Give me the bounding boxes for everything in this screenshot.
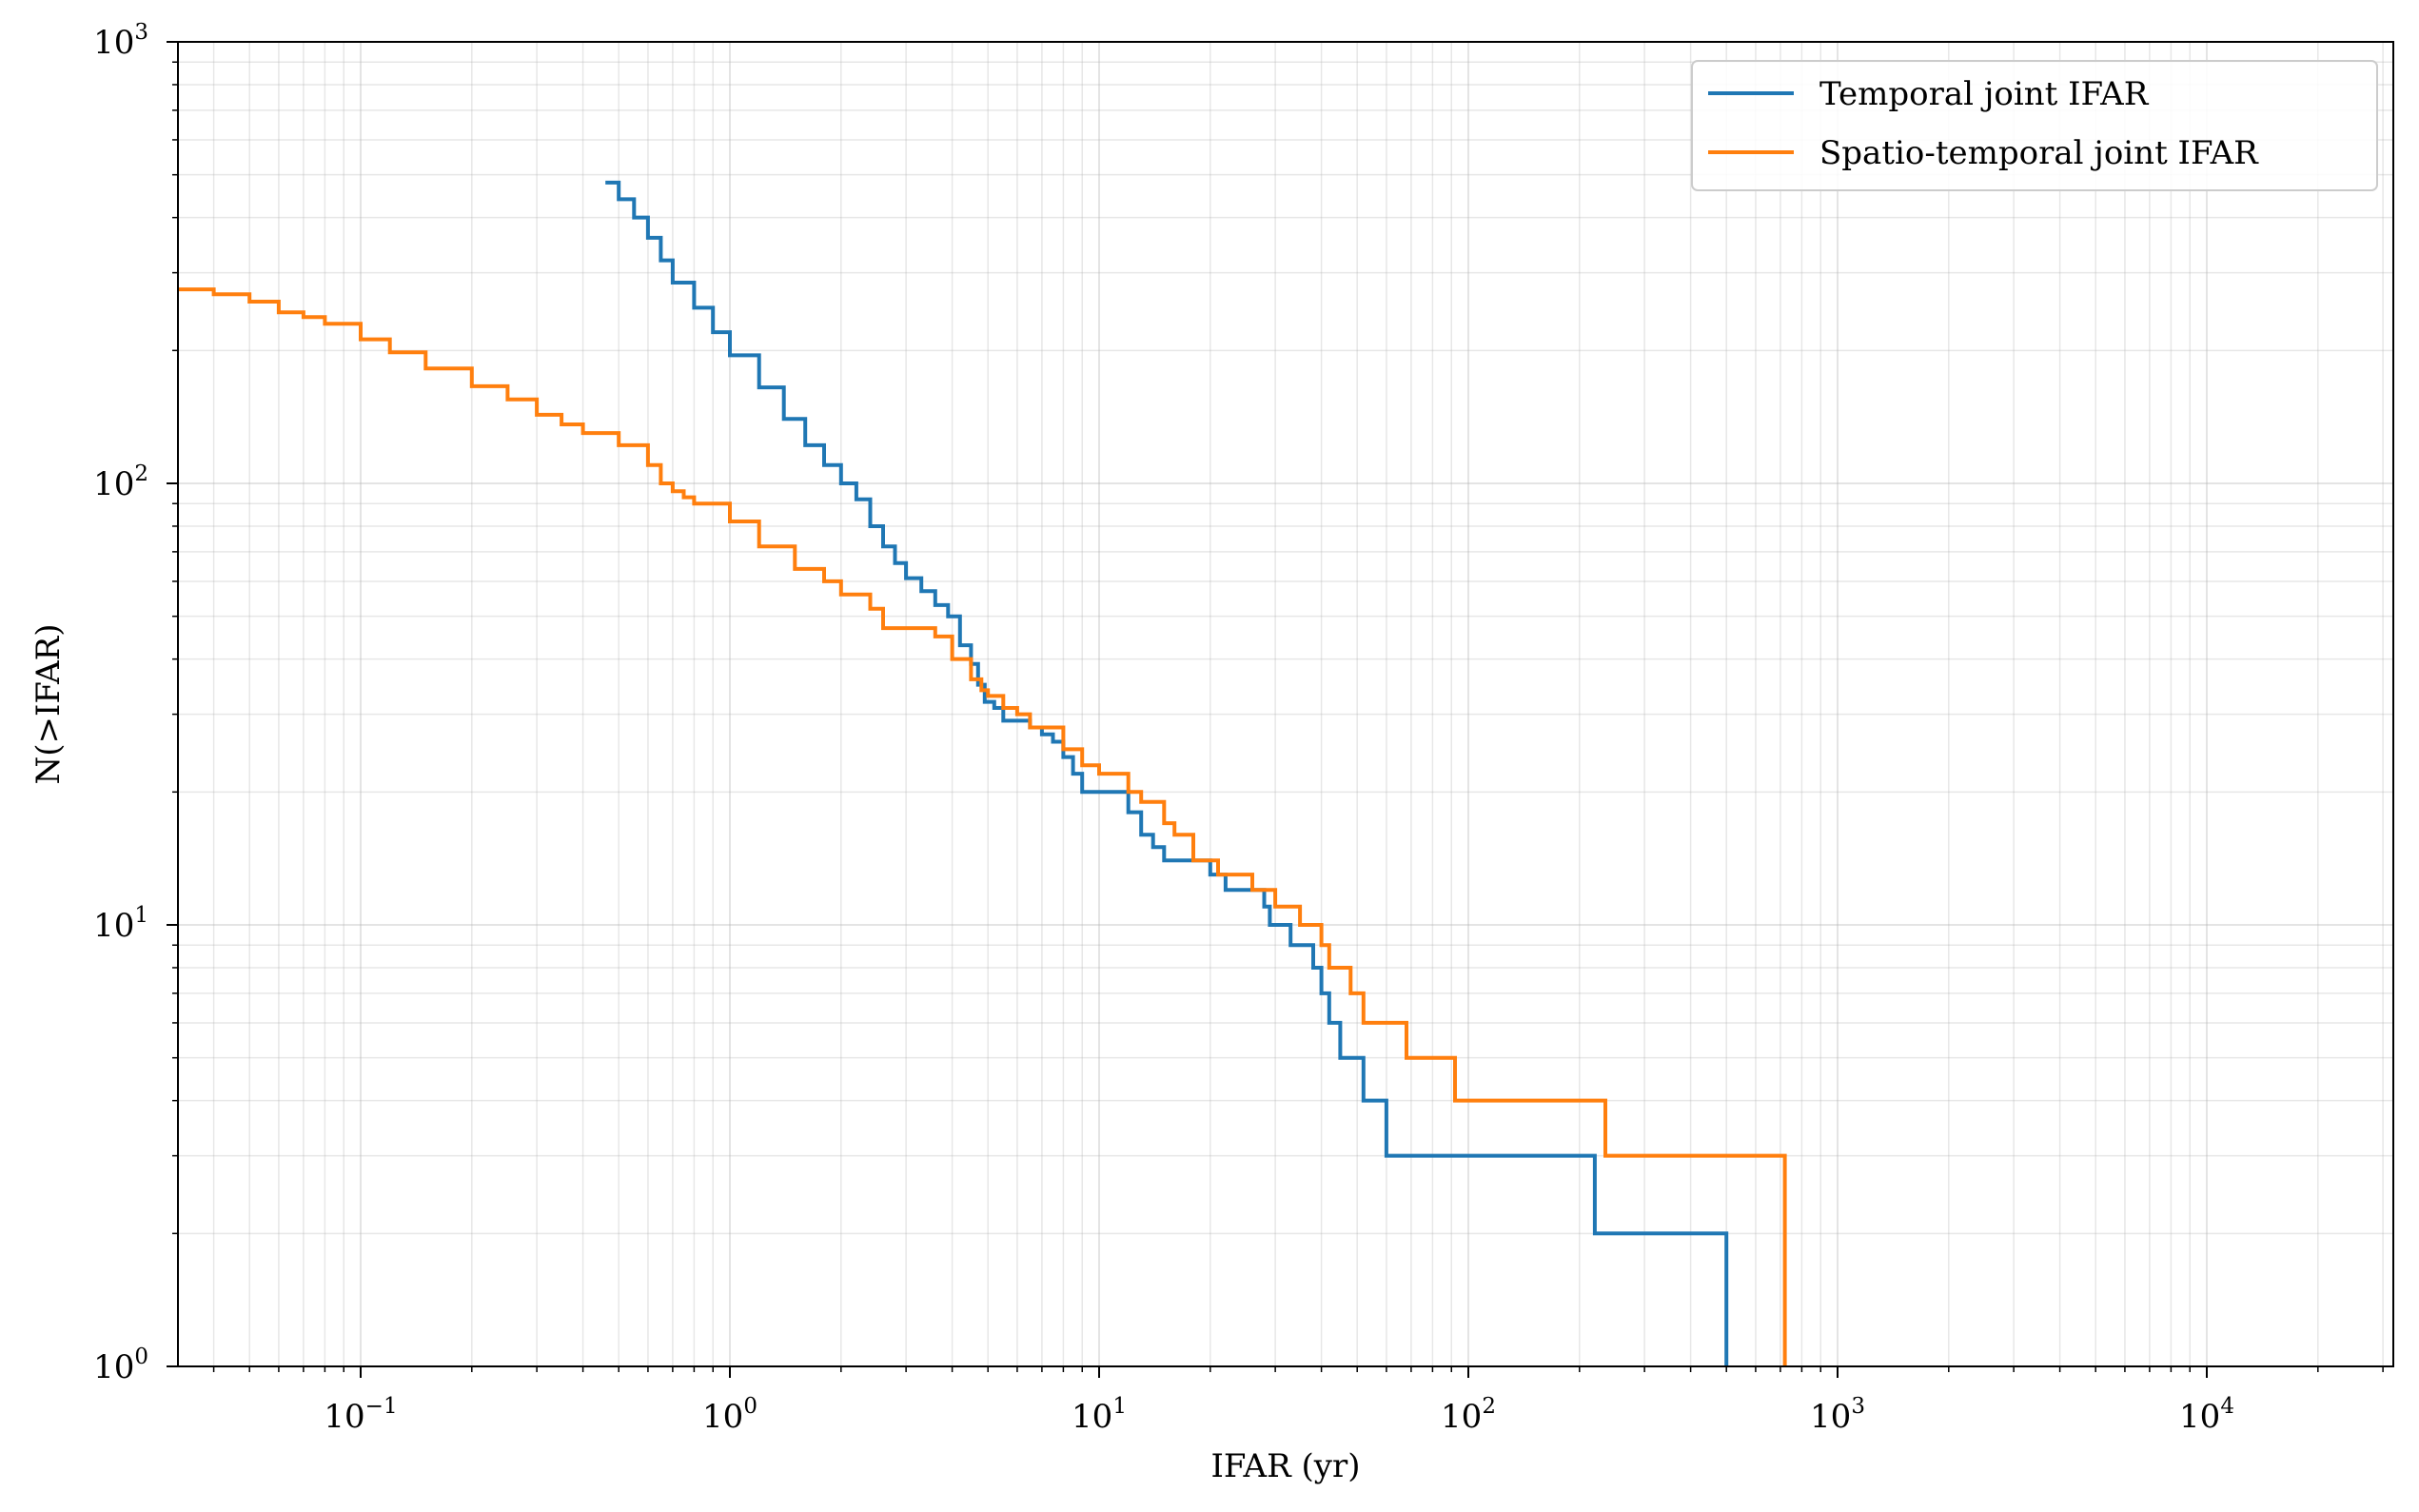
legend: Temporal joint IFAR Spatio-temporal join… [1691, 60, 2378, 191]
x-tick-label: 100 [702, 1394, 757, 1436]
x-tick-label: 101 [1072, 1394, 1127, 1436]
x-tick-label: 102 [1441, 1394, 1496, 1436]
series-spatio-temporal-line [178, 287, 1787, 1366]
plot-background [178, 42, 2393, 1366]
y-tick-label: 100 [93, 1345, 148, 1386]
x-tick-label: 104 [2179, 1394, 2234, 1436]
y-axis-label: N(>IFAR) [30, 624, 68, 785]
legend-box [1691, 60, 2378, 191]
y-tick-label: 103 [93, 20, 148, 62]
legend-label-spatio-temporal: Spatio-temporal joint IFAR [1819, 134, 2259, 172]
x-tick-label: 103 [1810, 1394, 1865, 1436]
axis-ticks: 10−1 100 101 102 103 104 100 101 102 103 [93, 20, 2384, 1436]
y-tick-label: 102 [93, 461, 148, 503]
legend-label-temporal: Temporal joint IFAR [1819, 75, 2150, 113]
plot-frame [177, 41, 2394, 1367]
series-layer [178, 180, 1787, 1366]
x-axis-label: IFAR (yr) [1210, 1447, 1360, 1485]
y-tick-label: 101 [93, 903, 148, 945]
x-tick-label: 10−1 [324, 1394, 397, 1436]
